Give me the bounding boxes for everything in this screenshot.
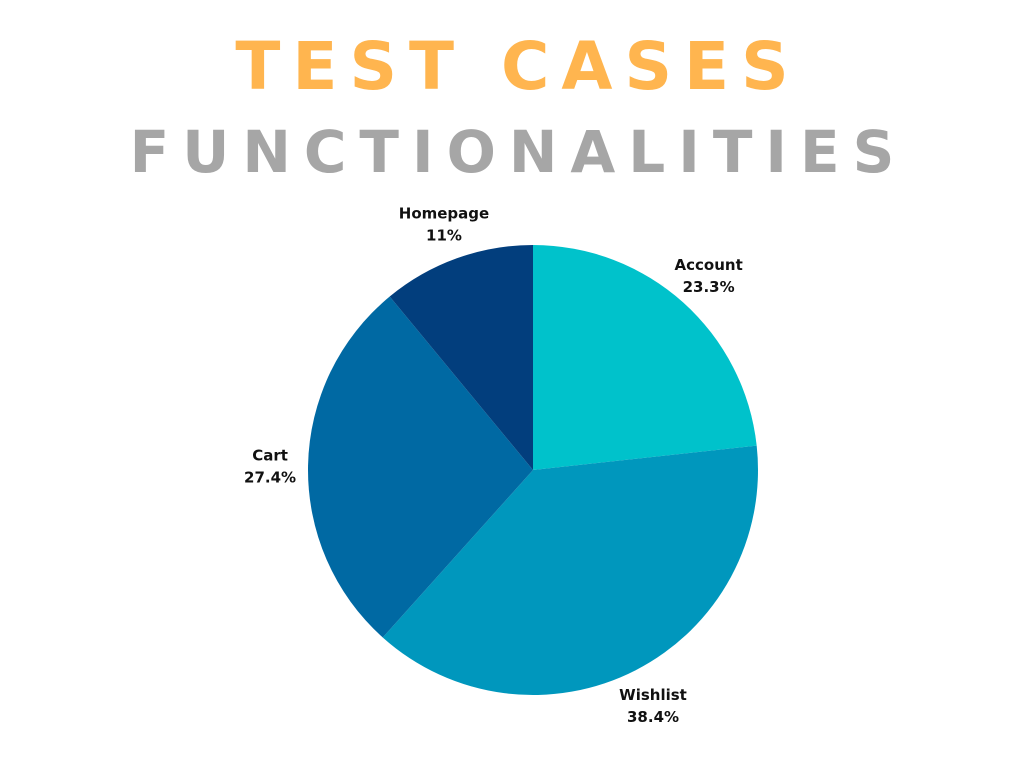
slice-percent: 11% (426, 227, 462, 245)
slice-percent: 27.4% (244, 469, 296, 487)
pie-slice-homepage (389, 245, 533, 470)
slice-percent: 38.4% (627, 708, 679, 726)
slice-label-account: Account 23.3% (675, 256, 743, 296)
pie-slices (308, 245, 758, 695)
slice-percent: 23.3% (683, 278, 735, 296)
slice-name: Homepage (399, 205, 489, 223)
slice-name: Wishlist (619, 686, 687, 704)
pie-slice-account (533, 245, 757, 470)
chart-title: TEST CASES (235, 28, 801, 105)
slice-label-homepage: Homepage 11% (399, 205, 489, 245)
pie-slice-cart (308, 296, 533, 638)
slice-label-cart: Cart 27.4% (244, 447, 296, 487)
pie-slice-wishlist (382, 445, 758, 695)
chart-subtitle: FUNCTIONALITIES (129, 118, 908, 186)
slice-label-wishlist: Wishlist 38.4% (619, 686, 687, 726)
pie-labels: Account 23.3% Wishlist 38.4% Cart 27.4% Homepa… (244, 205, 743, 726)
slice-name: Account (675, 256, 743, 274)
slice-name: Cart (252, 447, 288, 465)
